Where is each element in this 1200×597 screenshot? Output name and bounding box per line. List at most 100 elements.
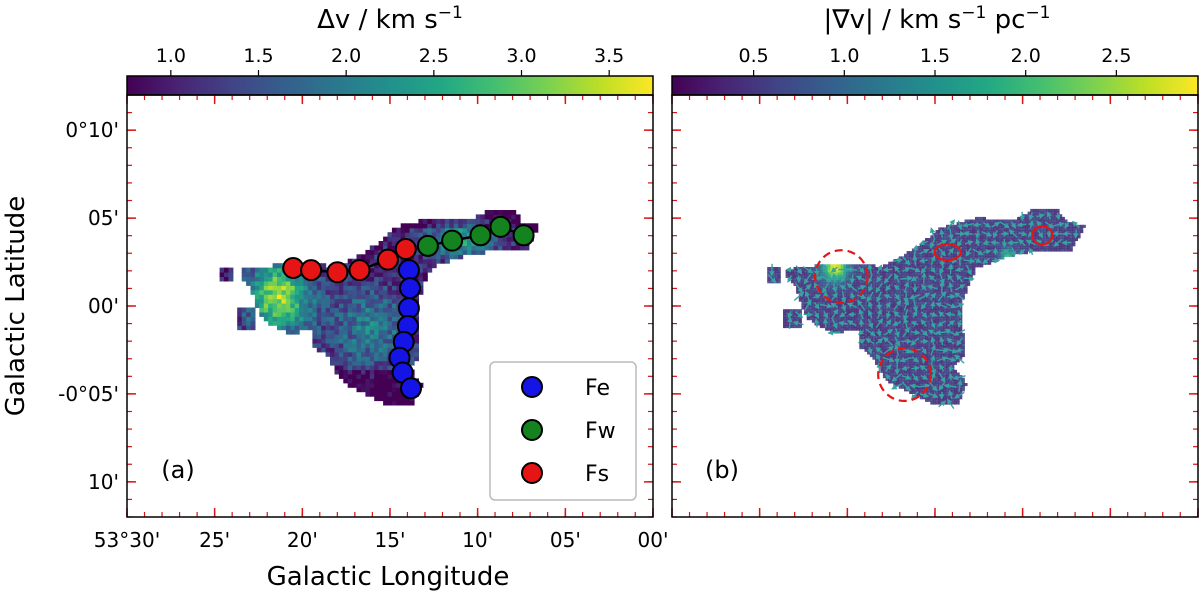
map-pixel — [414, 347, 419, 352]
gradient-pixel — [830, 322, 833, 325]
map-pixel — [365, 250, 370, 255]
gradient-pixel — [841, 264, 844, 267]
map-pixel — [388, 294, 393, 299]
map-pixel — [476, 250, 481, 255]
map-pixel — [401, 223, 406, 228]
map-pixel — [335, 316, 340, 321]
filament-fw-point — [514, 225, 534, 245]
map-pixel — [379, 285, 384, 290]
map-pixel — [379, 383, 384, 388]
gradient-pixel — [928, 301, 931, 304]
map-pixel — [374, 339, 379, 344]
filament-fw-point — [442, 231, 462, 251]
map-pixel — [388, 232, 393, 237]
map-pixel — [326, 308, 331, 313]
map-pixel — [268, 312, 273, 317]
map-pixel — [436, 254, 441, 259]
gradient-pixel — [883, 373, 886, 376]
map-pixel — [312, 303, 317, 308]
map-pixel — [383, 334, 388, 339]
map-pixel — [339, 321, 344, 326]
map-pixel — [290, 316, 295, 321]
gradient-pixel — [920, 280, 923, 283]
map-pixel — [405, 232, 410, 237]
x-tick-label: 10' — [462, 528, 493, 552]
map-pixel — [339, 316, 344, 321]
map-pixel — [352, 325, 357, 330]
gradient-pixel — [962, 351, 965, 354]
map-pixel — [410, 223, 415, 228]
filament-fs-point — [327, 262, 347, 282]
map-pixel — [374, 272, 379, 277]
gradient-vector — [852, 275, 853, 283]
gradient-magnitude-map — [767, 209, 1086, 405]
map-pixel — [374, 356, 379, 361]
map-pixel — [383, 365, 388, 370]
map-pixel — [388, 365, 393, 370]
map-pixel — [374, 268, 379, 273]
map-pixel — [321, 347, 326, 352]
map-pixel — [365, 285, 370, 290]
map-pixel — [414, 334, 419, 339]
filament-fs-point — [283, 258, 303, 278]
map-pixel — [295, 294, 300, 299]
map-pixel — [326, 343, 331, 348]
map-pixel — [471, 219, 476, 224]
map-pixel — [228, 268, 233, 273]
map-pixel — [335, 325, 340, 330]
map-pixel — [317, 316, 322, 321]
map-pixel — [357, 383, 362, 388]
gradient-pixel — [875, 267, 878, 270]
map-pixel — [458, 228, 463, 233]
map-pixel — [330, 334, 335, 339]
filament-fs-point — [378, 250, 398, 270]
filament-fs-point — [301, 260, 321, 280]
map-pixel — [290, 299, 295, 304]
map-pixel — [432, 263, 437, 268]
gradient-pixel — [804, 275, 807, 278]
map-pixel — [242, 321, 247, 326]
map-pixel — [361, 312, 366, 317]
map-pixel — [251, 312, 256, 317]
map-pixel — [383, 299, 388, 304]
map-pixel — [246, 281, 251, 286]
map-pixel — [388, 290, 393, 295]
map-pixel — [268, 299, 273, 304]
map-pixel — [365, 321, 370, 326]
map-pixel — [339, 299, 344, 304]
map-pixel — [281, 321, 286, 326]
map-pixel — [392, 325, 397, 330]
map-pixel — [396, 392, 401, 397]
map-pixel — [388, 312, 393, 317]
gradient-pixel — [909, 309, 912, 312]
map-pixel — [392, 321, 397, 326]
map-pixel — [379, 290, 384, 295]
map-pixel — [348, 370, 353, 375]
map-pixel — [388, 339, 393, 344]
map-pixel — [379, 339, 384, 344]
map-pixel — [295, 290, 300, 295]
gradient-pixel — [936, 402, 939, 405]
map-pixel — [295, 321, 300, 326]
gradient-pixel — [875, 330, 878, 333]
gradient-pixel — [970, 275, 973, 278]
map-pixel — [339, 285, 344, 290]
map-pixel — [251, 308, 256, 313]
map-pixel — [423, 219, 428, 224]
gradient-pixel — [883, 365, 886, 368]
map-pixel — [352, 312, 357, 317]
map-pixel — [445, 219, 450, 224]
gradient-pixel — [954, 225, 957, 228]
map-pixel — [352, 370, 357, 375]
map-pixel — [255, 277, 260, 282]
map-pixel — [463, 228, 468, 233]
map-pixel — [304, 299, 309, 304]
map-pixel — [343, 347, 348, 352]
map-pixel — [370, 316, 375, 321]
gradient-vector — [861, 320, 862, 326]
map-pixel — [414, 232, 419, 237]
map-pixel — [273, 268, 278, 273]
colorbar-tick-label: 0.5 — [739, 45, 769, 67]
gradient-pixel — [901, 322, 904, 325]
